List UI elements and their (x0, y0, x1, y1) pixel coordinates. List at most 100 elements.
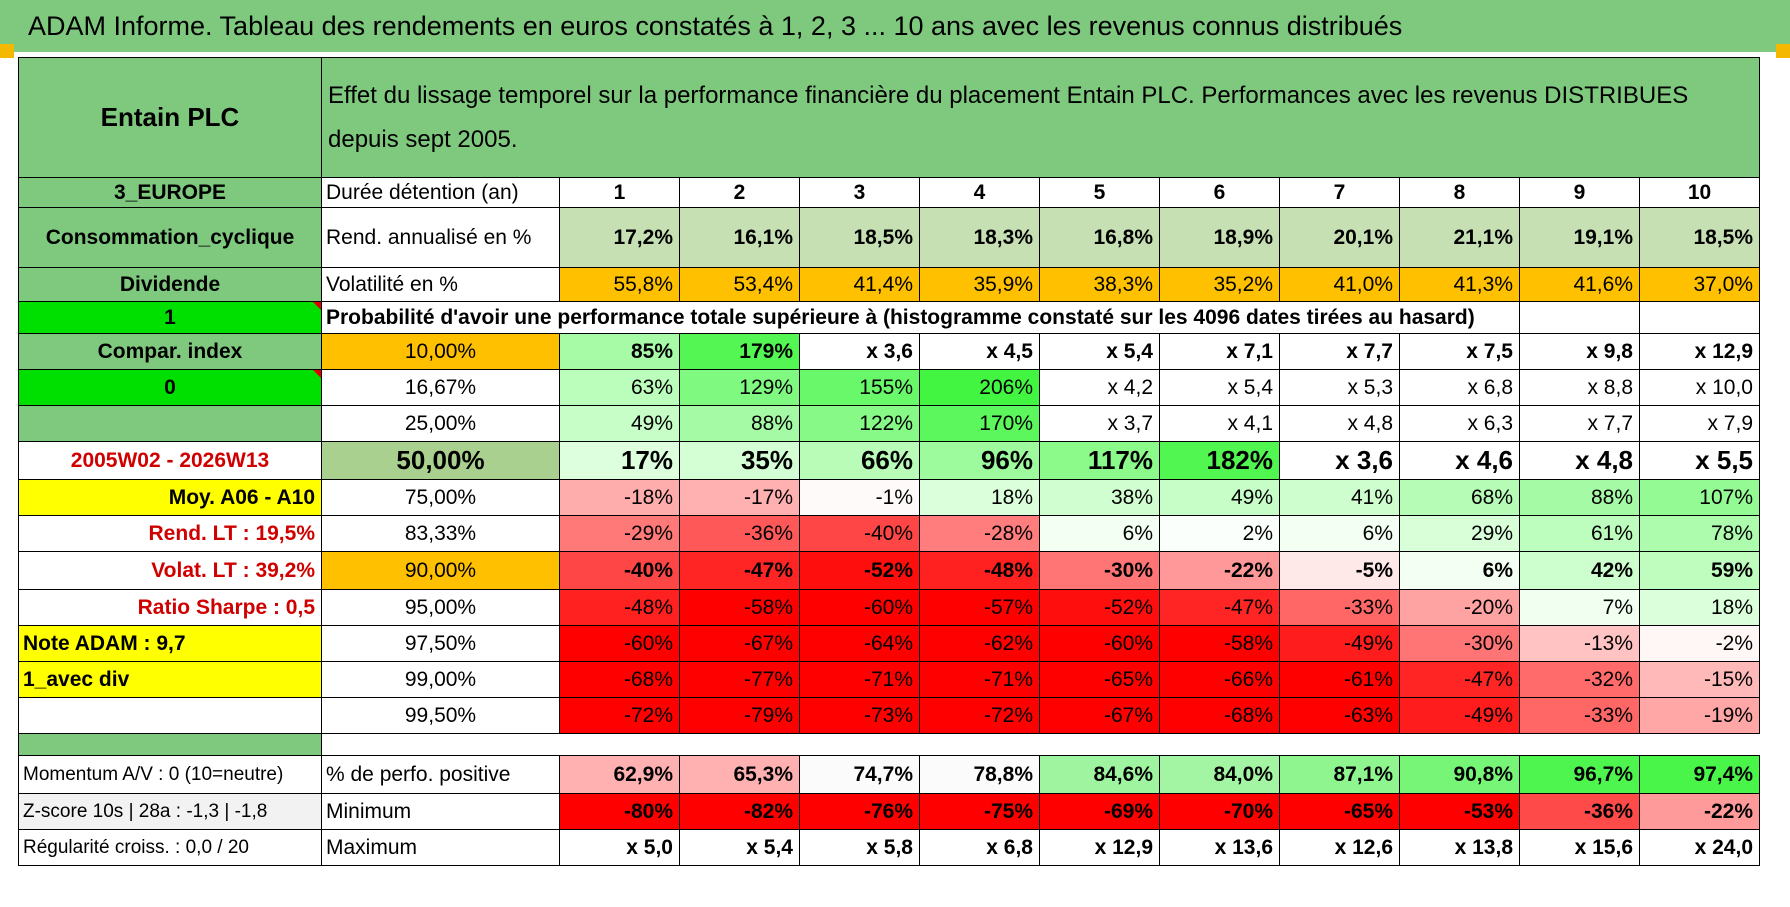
probability-threshold: 99,50% (322, 698, 560, 734)
probability-value: -72% (560, 698, 680, 734)
probability-value: -49% (1400, 698, 1520, 734)
year-header: 9 (1520, 178, 1640, 208)
maximum-value: x 12,9 (1040, 830, 1160, 866)
annual-return-value: 18,3% (920, 208, 1040, 268)
volatility-value: 35,9% (920, 268, 1040, 302)
probability-value: -33% (1520, 698, 1640, 734)
probability-value: 206% (920, 370, 1040, 406)
probability-value: -36% (680, 516, 800, 552)
probability-threshold: 16,67% (322, 370, 560, 406)
positive-perf-value: 65,3% (680, 756, 800, 794)
probability-value: -67% (1040, 698, 1160, 734)
empty-left-cell (18, 698, 322, 734)
probability-value: -52% (1040, 590, 1160, 626)
probability-value: 179% (680, 334, 800, 370)
probability-value: 117% (1040, 442, 1160, 480)
probability-value: -33% (1280, 590, 1400, 626)
probability-value: -19% (1640, 698, 1760, 734)
maximum-value: x 5,4 (680, 830, 800, 866)
probability-value: x 4,2 (1040, 370, 1160, 406)
spacer-cell (322, 734, 1760, 756)
probability-value: 35% (680, 442, 800, 480)
maximum-value: x 24,0 (1640, 830, 1760, 866)
probability-value: -64% (800, 626, 920, 662)
minimum-value: -76% (800, 794, 920, 830)
positive-perf-value: 90,8% (1400, 756, 1520, 794)
probability-value: 49% (1160, 480, 1280, 516)
period-label: 2005W02 - 2026W13 (18, 442, 322, 480)
probability-value: -2% (1640, 626, 1760, 662)
probability-value: x 5,4 (1160, 370, 1280, 406)
table-top-border (18, 57, 1760, 58)
probability-value: 182% (1160, 442, 1280, 480)
probability-value: -40% (800, 516, 920, 552)
probability-threshold: 75,00% (322, 480, 560, 516)
year-header: 2 (680, 178, 800, 208)
probability-value: -47% (680, 552, 800, 590)
year-header: 1 (560, 178, 680, 208)
probability-value: -40% (560, 552, 680, 590)
annual-return-value: 16,1% (680, 208, 800, 268)
positive-perf-value: 62,9% (560, 756, 680, 794)
positive-perf-value: 78,8% (920, 756, 1040, 794)
flag-zero: 0 (18, 370, 322, 406)
minimum-value: -70% (1160, 794, 1280, 830)
report-title: ADAM Informe. Tableau des rendements en … (0, 0, 1790, 52)
year-header: 8 (1400, 178, 1520, 208)
probability-value: 129% (680, 370, 800, 406)
compar-index-label: Compar. index (18, 334, 322, 370)
probability-value: 170% (920, 406, 1040, 442)
probability-value: 88% (1520, 480, 1640, 516)
corner-marker (1776, 44, 1790, 58)
probability-value: 6% (1280, 516, 1400, 552)
volatility-value: 41,4% (800, 268, 920, 302)
probability-value: -67% (680, 626, 800, 662)
minimum-label: Minimum (322, 794, 560, 830)
probability-value: 29% (1400, 516, 1520, 552)
comment-marker (313, 370, 321, 378)
probability-value: -58% (680, 590, 800, 626)
sector-label: Consommation_cyclique (18, 208, 322, 268)
probability-value: x 3,6 (1280, 442, 1400, 480)
probability-value: -13% (1520, 626, 1640, 662)
probability-value: -65% (1040, 662, 1160, 698)
returns-table: Entain PLC Effet du lissage temporel sur … (18, 57, 1772, 888)
probability-value: x 8,8 (1520, 370, 1640, 406)
probability-value: -22% (1160, 552, 1280, 590)
probability-threshold: 99,00% (322, 662, 560, 698)
comment-marker (313, 302, 321, 310)
volatility-value: 37,0% (1640, 268, 1760, 302)
sharpe-ratio: Ratio Sharpe : 0,5 (18, 590, 322, 626)
probability-value: 96% (920, 442, 1040, 480)
probability-value: x 7,7 (1280, 334, 1400, 370)
minimum-value: -80% (560, 794, 680, 830)
volatility-value: 53,4% (680, 268, 800, 302)
probability-threshold: 97,50% (322, 626, 560, 662)
volatility-value: 55,8% (560, 268, 680, 302)
probability-threshold: 10,00% (322, 334, 560, 370)
flag-one: 1 (18, 302, 322, 334)
region-label: 3_EUROPE (18, 178, 322, 208)
year-header: 6 (1160, 178, 1280, 208)
annual-return-value: 21,1% (1400, 208, 1520, 268)
volatility-label: Volatilité en % (322, 268, 560, 302)
dividend-label: Dividende (18, 268, 322, 302)
duration-label: Durée détention (an) (322, 178, 560, 208)
probability-value: x 3,7 (1040, 406, 1160, 442)
minimum-value: -82% (680, 794, 800, 830)
with-dividend-label: 1_avec div (18, 662, 322, 698)
maximum-value: x 6,8 (920, 830, 1040, 866)
probability-value: -28% (920, 516, 1040, 552)
volatility-value: 41,3% (1400, 268, 1520, 302)
probability-value: -48% (920, 552, 1040, 590)
probability-value: 61% (1520, 516, 1640, 552)
minimum-value: -53% (1400, 794, 1520, 830)
corner-marker (0, 44, 14, 58)
probability-value: x 4,8 (1280, 406, 1400, 442)
positive-perf-value: 97,4% (1640, 756, 1760, 794)
probability-caption: Probabilité d'avoir une performance tota… (322, 302, 1520, 334)
annual-return-label: Rend. annualisé en % (322, 208, 560, 268)
probability-value: 78% (1640, 516, 1760, 552)
positive-perf-value: 84,0% (1160, 756, 1280, 794)
spacer-cell (18, 734, 322, 756)
